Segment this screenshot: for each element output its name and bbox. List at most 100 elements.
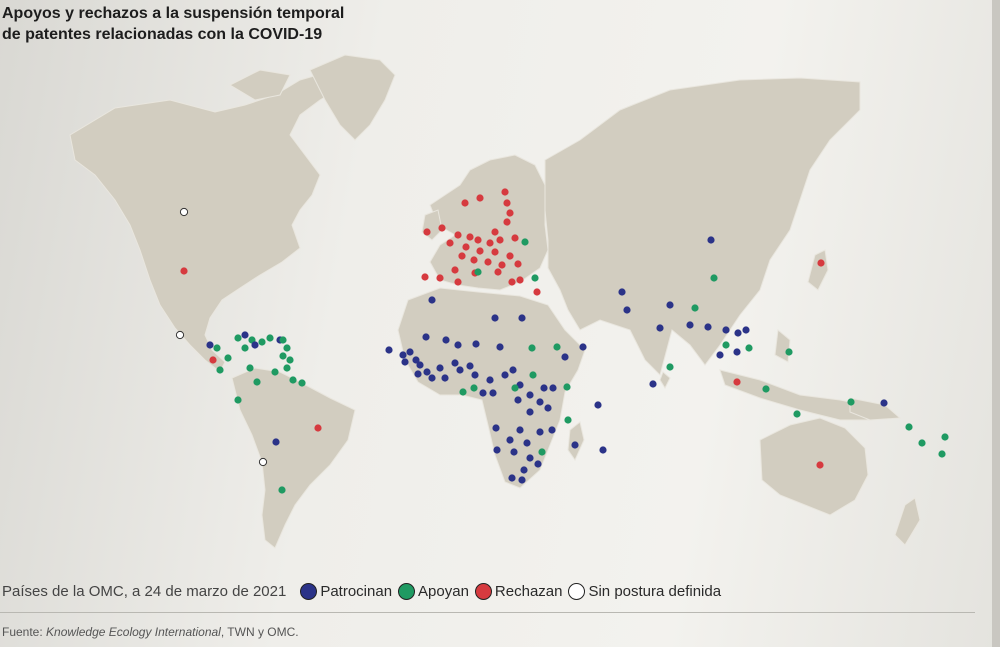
country-marker-apoyan — [241, 344, 249, 352]
country-marker-patrocinan — [456, 366, 464, 374]
country-marker-apoyan — [938, 450, 946, 458]
source-note: Fuente: Knowledge Ecology International,… — [2, 625, 299, 639]
country-marker-apoyan — [793, 410, 801, 418]
country-marker-apoyan — [213, 344, 221, 352]
country-marker-apoyan — [298, 379, 306, 387]
country-marker-apoyan — [918, 439, 926, 447]
country-marker-patrocinan — [716, 351, 724, 359]
country-marker-patrocinan — [561, 353, 569, 361]
country-marker-rechazan — [180, 267, 188, 275]
country-marker-patrocinan — [416, 361, 424, 369]
legend-label-patrocinan: Patrocinan — [320, 582, 393, 600]
country-marker-patrocinan — [486, 376, 494, 384]
country-marker-rechazan — [451, 266, 459, 274]
country-marker-patrocinan — [734, 329, 742, 337]
country-marker-rechazan — [498, 261, 506, 269]
country-marker-sin-postura — [258, 457, 268, 467]
country-marker-rechazan — [466, 233, 474, 241]
country-marker-apoyan — [553, 343, 561, 351]
country-marker-rechazan — [454, 231, 462, 239]
country-marker-patrocinan — [508, 474, 516, 482]
country-marker-patrocinan — [707, 236, 715, 244]
country-marker-apoyan — [941, 433, 949, 441]
country-marker-patrocinan — [623, 306, 631, 314]
title-line-2: de patentes relacionadas con la COVID-19 — [2, 26, 323, 43]
country-marker-patrocinan — [385, 346, 393, 354]
country-marker-patrocinan — [272, 438, 280, 446]
country-marker-patrocinan — [599, 446, 607, 454]
country-marker-apoyan — [847, 398, 855, 406]
country-marker-patrocinan — [534, 460, 542, 468]
country-marker-rechazan — [476, 194, 484, 202]
country-marker-patrocinan — [544, 404, 552, 412]
country-marker-patrocinan — [594, 401, 602, 409]
country-marker-apoyan — [283, 344, 291, 352]
country-marker-apoyan — [528, 344, 536, 352]
canadian-arctic — [228, 69, 291, 101]
country-marker-apoyan — [538, 448, 546, 456]
country-marker-apoyan — [279, 336, 287, 344]
uk-ireland — [421, 209, 443, 241]
legend-swatch-sin-postura — [568, 582, 586, 600]
country-marker-patrocinan — [412, 356, 420, 364]
country-marker-patrocinan — [401, 358, 409, 366]
country-marker-patrocinan — [251, 341, 259, 349]
country-marker-rechazan — [476, 247, 484, 255]
country-marker-apoyan — [234, 334, 242, 342]
country-marker-apoyan — [278, 486, 286, 494]
country-marker-patrocinan — [540, 384, 548, 392]
country-marker-patrocinan — [428, 374, 436, 382]
country-marker-patrocinan — [514, 396, 522, 404]
country-marker-rechazan — [506, 209, 514, 217]
country-marker-apoyan — [271, 368, 279, 376]
country-marker-patrocinan — [451, 359, 459, 367]
country-marker-rechazan — [461, 199, 469, 207]
greenland — [309, 54, 396, 141]
country-marker-patrocinan — [526, 391, 534, 399]
country-marker-patrocinan — [206, 341, 214, 349]
country-marker-rechazan — [209, 356, 217, 364]
country-marker-patrocinan — [442, 336, 450, 344]
country-marker-patrocinan — [492, 424, 500, 432]
country-marker-patrocinan — [501, 371, 509, 379]
legend-label-apoyan: Apoyan — [418, 582, 469, 600]
country-marker-patrocinan — [406, 348, 414, 356]
country-marker-patrocinan — [506, 436, 514, 444]
country-marker-patrocinan — [733, 348, 741, 356]
country-marker-patrocinan — [520, 466, 528, 474]
country-marker-patrocinan — [479, 389, 487, 397]
country-marker-patrocinan — [526, 454, 534, 462]
country-marker-patrocinan — [536, 428, 544, 436]
country-marker-patrocinan — [618, 288, 626, 296]
country-marker-apoyan — [283, 364, 291, 372]
country-marker-apoyan — [511, 384, 519, 392]
country-marker-patrocinan — [548, 426, 556, 434]
source-suffix: , TWN y OMC. — [220, 625, 299, 639]
country-marker-patrocinan — [493, 446, 501, 454]
country-marker-rechazan — [533, 288, 541, 296]
asia-landmass — [544, 77, 861, 376]
country-marker-apoyan — [710, 274, 718, 282]
country-marker-apoyan — [216, 366, 224, 374]
country-marker-apoyan — [474, 268, 482, 276]
country-marker-patrocinan — [579, 343, 587, 351]
country-marker-apoyan — [563, 383, 571, 391]
legend-item-sin-postura: Sin postura definida — [568, 582, 721, 600]
country-marker-patrocinan — [422, 333, 430, 341]
country-marker-apoyan — [785, 348, 793, 356]
country-marker-patrocinan — [496, 343, 504, 351]
country-marker-patrocinan — [880, 399, 888, 407]
country-marker-rechazan — [491, 228, 499, 236]
north-america-landmass — [69, 69, 346, 373]
country-marker-rechazan — [508, 278, 516, 286]
country-marker-patrocinan — [523, 439, 531, 447]
country-marker-rechazan — [506, 252, 514, 260]
country-marker-rechazan — [816, 461, 824, 469]
country-marker-apoyan — [905, 423, 913, 431]
country-marker-patrocinan — [704, 323, 712, 331]
country-marker-sin-postura — [175, 330, 185, 340]
world-map — [69, 54, 949, 549]
country-marker-rechazan — [733, 378, 741, 386]
country-marker-rechazan — [423, 228, 431, 236]
country-marker-apoyan — [286, 356, 294, 364]
